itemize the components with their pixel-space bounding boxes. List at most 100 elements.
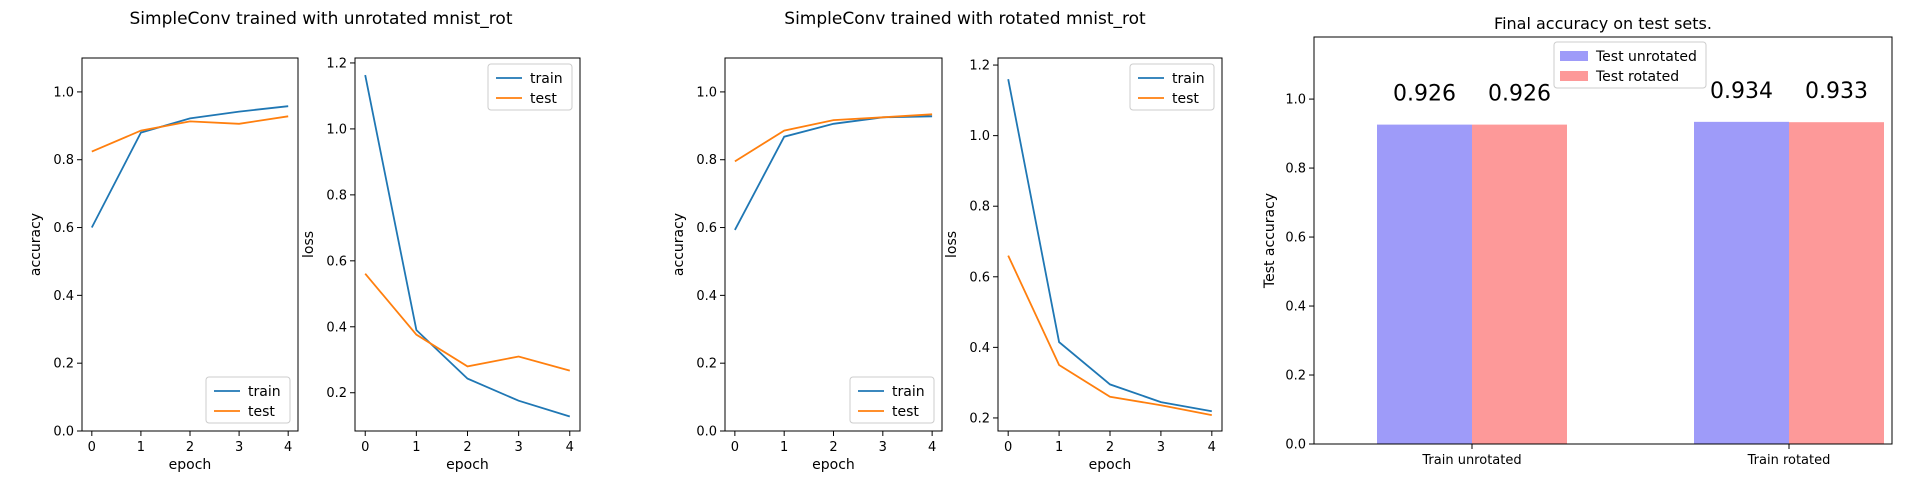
x-tick-label: Train rotated xyxy=(1747,453,1831,468)
y-tick-label: 0.8 xyxy=(696,153,717,168)
y-tick-label: 0.4 xyxy=(1285,300,1306,315)
y-tick-label: 0.0 xyxy=(696,425,717,440)
y-axis-label: accuracy xyxy=(671,213,687,276)
bar-2-test-unrotated xyxy=(1694,121,1789,444)
y-tick-label: 0.0 xyxy=(53,425,74,440)
y-tick-label: 0.4 xyxy=(696,289,717,304)
x-axis-label: epoch xyxy=(1089,457,1132,473)
line-chart-4-frame xyxy=(997,57,1223,432)
x-tick-label: 3 xyxy=(879,440,887,455)
x-axis-label: epoch xyxy=(169,457,212,473)
y-tick-label: 0.2 xyxy=(969,411,990,426)
line-chart-4: 0 1 2 3 4 0.2 0.4 0.6 0.8 1.0 1.2 epoch loss train tes… xyxy=(944,57,1223,473)
legend-swatch-test-unrotated xyxy=(1560,51,1588,61)
line-chart-2: 0 1 2 3 4 0.2 0.4 0.6 0.8 1.0 1.2 epoch loss train tes… xyxy=(301,56,581,473)
y-tick-label: 1.0 xyxy=(969,129,990,144)
legend: train test xyxy=(849,376,935,424)
y-tick-label: 0.8 xyxy=(1285,162,1306,177)
figure-title-unrotated: SimpleConv trained with unrotated mnist_… xyxy=(130,9,513,29)
series-line-test xyxy=(734,113,933,163)
x-tick-label: 4 xyxy=(928,440,936,455)
bar-chart-title: Final accuracy on test sets. xyxy=(1494,14,1712,33)
bar-1-test-rotated xyxy=(1472,124,1567,445)
legend-label-train: train xyxy=(892,384,925,400)
x-tick-label: 3 xyxy=(1157,440,1165,455)
bar-2-test-rotated xyxy=(1789,122,1884,445)
legend-label-test: test xyxy=(1172,91,1199,107)
x-tick-label: 4 xyxy=(566,440,574,455)
x-tick-label: 3 xyxy=(235,440,243,455)
x-tick-label: 4 xyxy=(1208,440,1216,455)
legend-label-train: train xyxy=(530,71,563,87)
line-chart-1: 0 1 2 3 4 0.0 0.2 0.4 0.6 0.8 1.0 epoch accuracy trai… xyxy=(28,57,299,473)
series-line-train xyxy=(1007,79,1212,413)
y-tick-label: 0.8 xyxy=(969,200,990,215)
y-tick-label: 0.8 xyxy=(53,153,74,168)
y-tick-label: 0.4 xyxy=(326,320,347,335)
y-tick-label: 1.0 xyxy=(53,85,74,100)
legend: train test xyxy=(205,376,291,424)
charts-layer: 0 1 2 3 4 0.0 0.2 0.4 0.6 0.8 1.0 epoch accuracy trai… xyxy=(28,14,1893,473)
legend: train test xyxy=(1129,63,1215,111)
y-tick-label: 0.6 xyxy=(969,270,990,285)
x-tick-label: 0 xyxy=(88,440,96,455)
x-tick-label: 1 xyxy=(1055,440,1063,455)
y-tick-label: 0.2 xyxy=(696,357,717,372)
bar-1-test-unrotated xyxy=(1377,124,1472,445)
line-chart-3: 0 1 2 3 4 0.0 0.2 0.4 0.6 0.8 1.0 epoch accuracy trai… xyxy=(671,57,943,473)
x-tick-label: 2 xyxy=(463,440,471,455)
legend: train test xyxy=(487,63,573,111)
y-axis-label: Test accuracy xyxy=(1262,193,1278,289)
y-tick-label: 1.0 xyxy=(1285,93,1306,108)
x-tick-label: 0 xyxy=(1004,440,1012,455)
y-axis-label: loss xyxy=(944,231,960,258)
x-tick-label: 3 xyxy=(514,440,522,455)
series-line-test xyxy=(1007,255,1212,416)
legend-swatch-test-rotated xyxy=(1560,71,1588,81)
y-tick-label: 0.6 xyxy=(53,221,74,236)
legend-label-train: train xyxy=(248,384,281,400)
line-chart-1-frame xyxy=(81,57,299,432)
x-tick-label: Train unrotated xyxy=(1421,453,1521,468)
y-tick-label: 0.6 xyxy=(1285,231,1306,246)
bar-chart-frame xyxy=(1313,36,1893,445)
x-tick-label: 4 xyxy=(284,440,292,455)
series-line-train xyxy=(91,105,289,228)
line-chart-3-frame xyxy=(724,57,943,432)
legend-label-test: test xyxy=(892,404,919,420)
y-tick-label: 1.0 xyxy=(326,122,347,137)
bar-value-label: 0.933 xyxy=(1805,79,1868,104)
x-tick-label: 2 xyxy=(186,440,194,455)
y-axis-label: loss xyxy=(301,231,317,258)
x-axis-label: epoch xyxy=(812,457,855,473)
y-tick-label: 0.2 xyxy=(1285,369,1306,384)
legend-label-test: test xyxy=(530,91,557,107)
y-tick-label: 0.2 xyxy=(326,386,347,401)
bar-value-label: 0.926 xyxy=(1393,82,1456,107)
y-tick-label: 0.8 xyxy=(326,188,347,203)
y-tick-label: 0.4 xyxy=(53,289,74,304)
x-tick-label: 2 xyxy=(829,440,837,455)
y-tick-label: 0.6 xyxy=(326,254,347,269)
y-axis-label: accuracy xyxy=(28,213,44,276)
legend-label-test: test xyxy=(248,404,275,420)
y-tick-label: 1.2 xyxy=(326,56,347,71)
series-line-test xyxy=(364,273,571,372)
y-tick-label: 0.2 xyxy=(53,357,74,372)
line-chart-2-frame xyxy=(354,57,581,432)
legend-label-test-unrotated: Test unrotated xyxy=(1595,49,1697,65)
y-tick-label: 0.6 xyxy=(696,221,717,236)
bar-chart: Final accuracy on test sets. 0.926 0.926 Tr… xyxy=(1262,14,1893,468)
x-tick-label: 2 xyxy=(1106,440,1114,455)
series-line-test xyxy=(91,115,289,153)
x-tick-label: 0 xyxy=(361,440,369,455)
x-tick-label: 1 xyxy=(137,440,145,455)
legend: Test unrotated Test rotated xyxy=(1553,41,1707,89)
legend-box xyxy=(1553,41,1707,89)
figure-title-rotated: SimpleConv trained with rotated mnist_ro… xyxy=(784,9,1146,29)
x-tick-label: 0 xyxy=(731,440,739,455)
x-axis-label: epoch xyxy=(446,457,489,473)
bar-value-label: 0.934 xyxy=(1710,79,1773,104)
legend-label-test-rotated: Test rotated xyxy=(1595,69,1679,85)
